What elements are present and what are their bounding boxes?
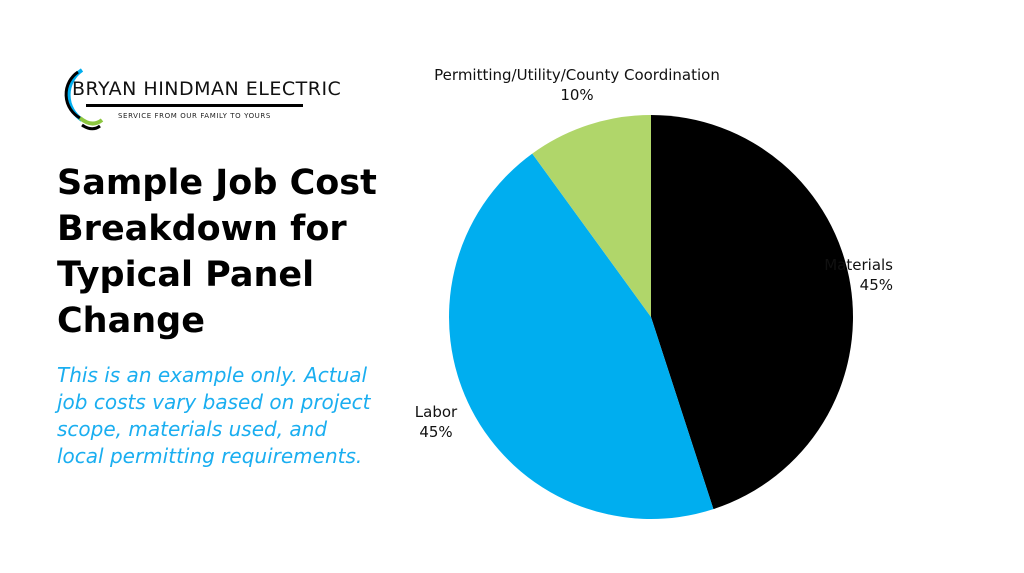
page-title: Sample Job Cost Breakdown for Typical Pa… bbox=[57, 163, 377, 341]
pie-slice-permitting-utility-county-coordination bbox=[532, 115, 651, 317]
logo-title: BRYAN HINDMAN ELECTRIC bbox=[72, 78, 342, 100]
disclaimer-note: This is an example only. Actual job cost… bbox=[57, 363, 371, 468]
pie-slice-materials bbox=[651, 115, 853, 510]
slice-value-label: 10% bbox=[560, 86, 593, 104]
slice-value-label: 45% bbox=[860, 276, 893, 294]
logo-tagline: SERVICE FROM OUR FAMILY TO YOURS bbox=[118, 112, 271, 120]
company-logo: BRYAN HINDMAN ELECTRIC SERVICE FROM OUR … bbox=[52, 62, 341, 137]
slice-value-label: 45% bbox=[419, 423, 452, 441]
bulb-logo-icon bbox=[64, 68, 303, 131]
slice-category-label: Labor bbox=[415, 403, 458, 421]
pie-slice-labor bbox=[449, 153, 714, 519]
slice-category-label: Permitting/Utility/County Coordination bbox=[434, 66, 720, 84]
slice-category-label: Materials bbox=[824, 256, 893, 274]
